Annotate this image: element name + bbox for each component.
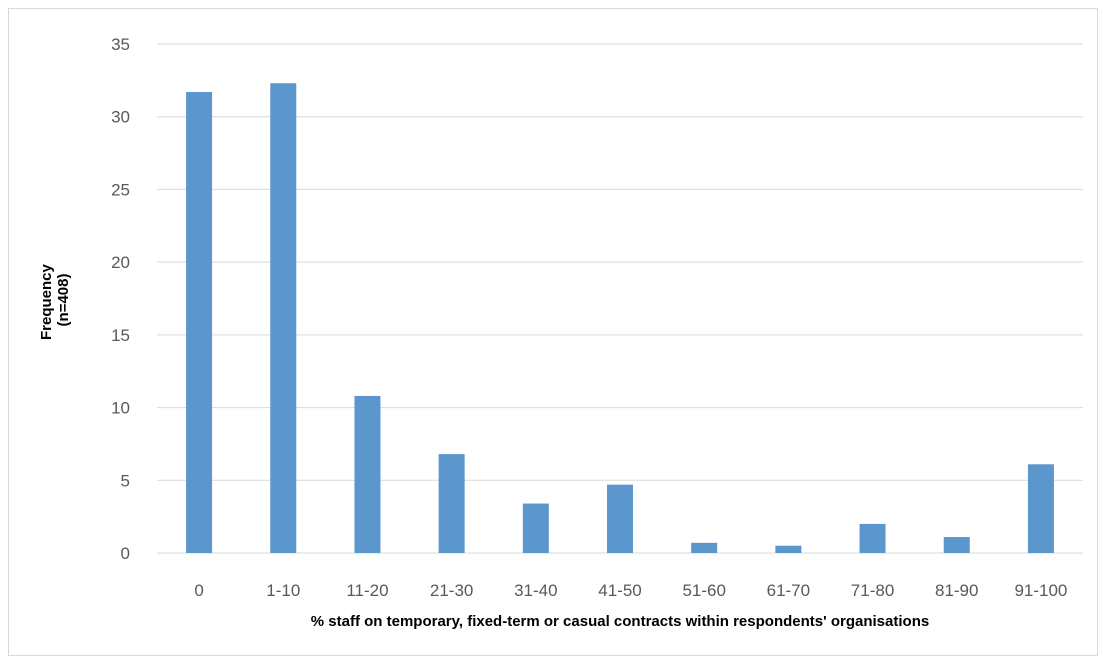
x-tick-label: 51-60 bbox=[682, 581, 725, 600]
bar bbox=[691, 542, 718, 553]
y-tick-label: 0 bbox=[121, 544, 130, 563]
x-tick-label: 61-70 bbox=[767, 581, 810, 600]
bar bbox=[607, 484, 633, 553]
bar bbox=[354, 395, 381, 553]
bar bbox=[859, 523, 886, 553]
x-tick-label: 91-100 bbox=[1014, 581, 1067, 600]
x-axis-title: % staff on temporary, fixed-term or casu… bbox=[311, 613, 929, 630]
bar bbox=[522, 503, 549, 553]
y-tick-label: 35 bbox=[111, 35, 130, 54]
x-tick-label: 11-20 bbox=[346, 581, 388, 600]
y-tick-label: 5 bbox=[121, 471, 130, 490]
y-axis-title-line-1: Frequency bbox=[38, 264, 55, 341]
bar bbox=[186, 91, 213, 554]
x-tick-label: 41-50 bbox=[598, 581, 641, 600]
x-axis-ticks: 0 1-10 11-20 21-30 31-40 41-50 51-60 61-70 71-80… bbox=[194, 581, 1067, 600]
y-axis-title-line-2: (n=408) bbox=[55, 274, 72, 327]
y-axis-title: Frequency (n=408) bbox=[38, 260, 72, 340]
y-axis-ticks: 0 5 10 15 20 25 30 35 bbox=[111, 35, 130, 563]
bar bbox=[943, 537, 970, 553]
x-tick-label: 31-40 bbox=[514, 581, 557, 600]
x-tick-label: 71-80 bbox=[851, 581, 894, 600]
y-tick-label: 30 bbox=[111, 108, 130, 127]
bar bbox=[270, 83, 297, 553]
gridlines bbox=[157, 43, 1083, 554]
x-tick-label: 0 bbox=[194, 581, 203, 600]
y-tick-label: 15 bbox=[111, 326, 130, 345]
bar bbox=[775, 545, 802, 553]
bar bbox=[1027, 464, 1054, 553]
x-tick-label: 81-90 bbox=[935, 581, 978, 600]
bars bbox=[186, 83, 1054, 554]
y-tick-label: 10 bbox=[111, 399, 130, 418]
y-tick-label: 25 bbox=[111, 180, 130, 199]
bar bbox=[438, 454, 465, 553]
x-tick-label: 21-30 bbox=[430, 581, 473, 600]
x-tick-label: 1-10 bbox=[266, 581, 300, 600]
y-tick-label: 20 bbox=[111, 253, 130, 272]
